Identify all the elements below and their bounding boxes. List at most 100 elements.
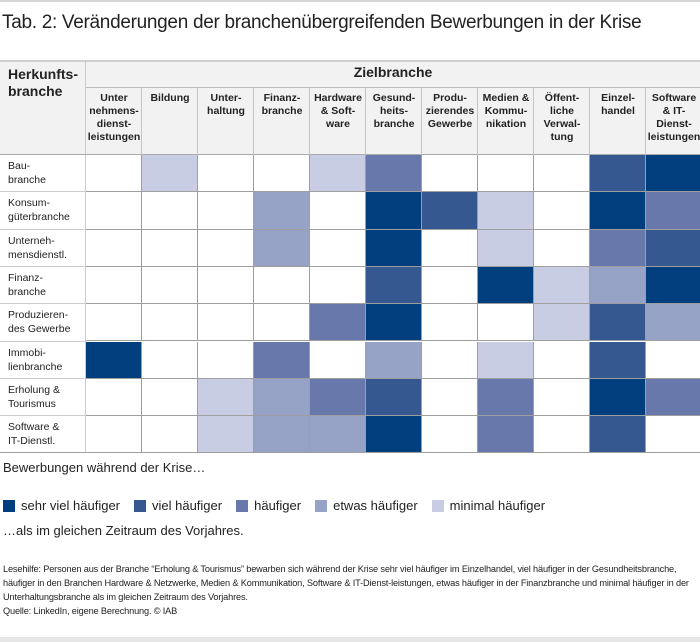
row-label-line: Unterneh- — [8, 234, 55, 247]
column-header: Hardware & Soft-ware — [310, 92, 366, 131]
row-label: Konsum-güterbranche — [8, 196, 84, 224]
column-header-line: & Soft- — [320, 105, 356, 117]
heatmap-cell — [646, 378, 700, 417]
heatmap-cell — [422, 192, 478, 230]
column-divider — [253, 88, 254, 155]
legend-item: viel häufiger — [134, 498, 222, 513]
column-header-line: nikation — [485, 118, 527, 130]
heatmap-cell — [478, 304, 534, 342]
heatmap-cell — [590, 378, 646, 417]
row-label-line: mensdienstl. — [8, 248, 67, 261]
legend-label: häufiger — [254, 498, 302, 513]
row-header-label: Herkunfts-branche — [8, 66, 78, 100]
column-header: Produ-zierendes Gewerbe — [422, 92, 478, 131]
column-header-line: dienst- — [96, 118, 132, 130]
heatmap-cell — [478, 192, 534, 230]
heatmap-cell — [366, 341, 422, 379]
column-header-line: leistungen — [87, 131, 141, 143]
column-group-divider — [86, 87, 700, 88]
heatmap-cell — [310, 155, 366, 193]
column-header-line: Software — [651, 92, 697, 104]
reading-note: Lesehilfe: Personen aus der Branche “Erh… — [3, 562, 698, 618]
column-header: Gesund-heits-branche — [366, 92, 422, 131]
heatmap-cell — [478, 229, 534, 267]
heatmap-cell — [86, 229, 142, 267]
column-header-line: Verwal- — [543, 118, 581, 130]
row-label-line: Immobi- — [8, 346, 46, 359]
heatmap-cell — [254, 155, 310, 193]
reading-help-text: Lesehilfe: Personen aus der Branche “Erh… — [3, 564, 689, 602]
column-divider — [477, 88, 478, 155]
header-background — [0, 60, 700, 155]
row-label-line: Konsum- — [8, 197, 51, 210]
source-text: Quelle: LinkedIn, eigene Berechnung. © I… — [3, 606, 178, 616]
heatmap-cell — [534, 341, 590, 379]
column-header: Unter-haltung — [198, 92, 254, 118]
heatmap-cell — [590, 155, 646, 193]
column-header-line: liche — [550, 105, 574, 117]
row-label-line: Bau- — [8, 160, 31, 172]
heatmap-cell — [310, 266, 366, 305]
heatmap-cell — [86, 416, 142, 454]
row-label-line: Erholung & — [8, 383, 60, 396]
heatmap-cell — [478, 341, 534, 379]
row-label-line: Finanz- — [8, 271, 44, 284]
column-header-line: Bildung — [150, 92, 190, 104]
heatmap-cell — [422, 229, 478, 267]
heatmap-cell — [86, 304, 142, 342]
legend-label: etwas häufiger — [333, 498, 418, 513]
heatmap-cell — [590, 416, 646, 454]
row-divider — [0, 228, 86, 230]
heatmap-cell — [142, 155, 198, 193]
heatmap-cell — [254, 304, 310, 342]
column-header-line: Gewerbe — [427, 118, 473, 130]
heatmap-cell — [478, 378, 534, 417]
column-header-line: & IT- — [662, 105, 686, 117]
row-label: Produzieren-des Gewerbe — [8, 308, 84, 336]
column-header-line: Einzel- — [601, 92, 635, 104]
legend-item: häufiger — [236, 498, 301, 513]
legend-intro: Bewerbungen während der Krise… — [3, 460, 206, 475]
heatmap-cell — [422, 416, 478, 454]
column-header-line: heits- — [379, 105, 408, 117]
column-header-line: Medien & — [482, 92, 530, 104]
heatmap-cell — [478, 416, 534, 454]
column-header-line: tung — [550, 131, 574, 143]
heatmap-cell — [366, 266, 422, 305]
row-label-line: branche — [8, 174, 46, 186]
heatmap-cell — [366, 192, 422, 230]
column-divider — [421, 88, 422, 155]
heatmap-cell — [198, 266, 254, 305]
column-header-line: Unter — [100, 92, 128, 104]
column-divider — [589, 88, 590, 155]
row-label: Erholung & Tourismus — [8, 383, 84, 411]
heatmap-cell — [86, 155, 142, 193]
column-header-line: ware — [326, 118, 350, 130]
heatmap-cell — [254, 266, 310, 305]
heatmap-cell — [646, 416, 700, 454]
column-divider — [533, 88, 534, 155]
row-divider — [0, 303, 86, 305]
row-label-line: Software & — [8, 421, 60, 434]
column-header-line: Gesund- — [372, 92, 416, 104]
heatmap-cell — [142, 341, 198, 379]
label-column-divider — [85, 60, 86, 453]
column-header-line: Hardware — [314, 92, 362, 104]
row-label: Software & IT-Dienstl. — [8, 420, 84, 448]
top-rule — [0, 0, 700, 2]
column-header-line: zierendes — [425, 105, 475, 117]
heatmap-cell — [646, 266, 700, 305]
heatmap-cell — [142, 416, 198, 454]
heatmap-cell — [646, 229, 700, 267]
heatmap-cell — [534, 266, 590, 305]
heatmap-cell — [422, 378, 478, 417]
column-header-line: Kommu- — [484, 105, 528, 117]
heatmap-cell — [534, 155, 590, 193]
legend-swatch — [236, 499, 249, 512]
row-header-text: Herkunfts-branche — [8, 66, 78, 99]
heatmap-cell — [142, 304, 198, 342]
column-header: Finanz-branche — [254, 92, 310, 118]
column-header-line: Öffent- — [544, 92, 580, 104]
column-header: Unter nehmens-dienst-leistungen — [86, 92, 142, 144]
legend-item: minimal häufiger — [431, 498, 545, 513]
